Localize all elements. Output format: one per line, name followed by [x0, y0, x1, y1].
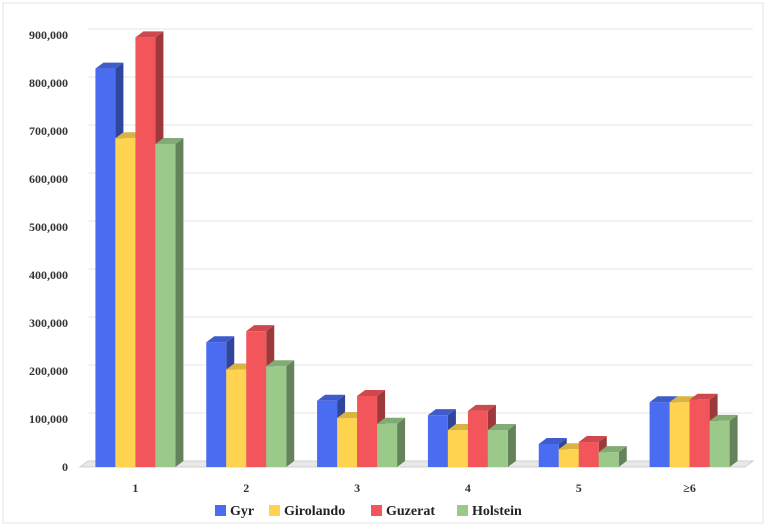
bar-front — [598, 452, 619, 467]
bar-top — [155, 137, 184, 144]
legend-swatch — [215, 505, 226, 516]
bar-front — [447, 430, 468, 467]
bar-front — [649, 402, 670, 467]
y-axis-ticks: 0 100,000 200,000 300,000 400,000 500,000 600,… — [29, 28, 68, 474]
bar-top — [357, 389, 386, 396]
x-tick-label: ≥6 — [683, 481, 696, 495]
y-tick-label: 700,000 — [29, 124, 68, 138]
bar — [487, 424, 516, 467]
legend-item: Guzerat — [371, 504, 435, 519]
bar-front — [206, 342, 227, 467]
bar-front — [377, 423, 398, 467]
x-axis-ticks: 1 2 3 4 5 ≥6 — [132, 481, 695, 495]
bar-top — [689, 393, 718, 400]
bar-top — [467, 404, 496, 411]
x-tick-label: 1 — [132, 481, 138, 495]
bar-top — [578, 436, 607, 443]
bar-front — [558, 449, 579, 467]
bar — [155, 137, 184, 467]
bar-front — [246, 331, 267, 467]
bar-front — [337, 418, 358, 467]
bar-top — [206, 336, 235, 343]
bar-front — [266, 366, 287, 467]
legend-swatch — [269, 505, 280, 516]
bar-top — [95, 62, 124, 69]
y-tick-label: 800,000 — [29, 76, 68, 90]
bar-front — [578, 442, 599, 467]
bar-top — [538, 437, 567, 444]
legend-label: Guzerat — [386, 504, 435, 519]
y-tick-label: 0 — [62, 460, 68, 474]
legend-item: Girolando — [269, 504, 345, 519]
gridlines — [88, 28, 753, 414]
legend-item: Holstein — [457, 504, 522, 519]
x-tick-label: 5 — [576, 481, 582, 495]
bar-side — [175, 137, 184, 467]
bar-top — [135, 31, 164, 38]
legend-item: Gyr — [215, 504, 254, 519]
bar-front — [226, 369, 247, 467]
bar-front — [487, 430, 508, 467]
bar — [266, 360, 295, 467]
bar-top — [649, 396, 678, 403]
bar-top — [709, 414, 738, 421]
bars — [95, 31, 738, 468]
bar-front — [115, 138, 136, 467]
y-tick-label: 100,000 — [29, 412, 68, 426]
bar-front — [689, 399, 710, 467]
bar-front — [669, 402, 690, 467]
bar-front — [467, 410, 488, 467]
bar-top — [487, 424, 516, 431]
bar-front — [427, 415, 448, 467]
legend-swatch — [371, 505, 382, 516]
bar-side — [618, 446, 627, 467]
y-tick-label: 300,000 — [29, 316, 68, 330]
bar-front — [709, 420, 730, 467]
bar-front — [357, 395, 378, 467]
bar-top — [317, 394, 346, 401]
bar-front — [317, 400, 338, 467]
bar-front — [155, 143, 176, 467]
legend-label: Gyr — [230, 504, 254, 519]
bar-side — [397, 417, 406, 467]
legend-swatch — [457, 505, 468, 516]
y-tick-label: 600,000 — [29, 172, 68, 186]
bar-front — [538, 443, 559, 467]
y-tick-label: 400,000 — [29, 268, 68, 282]
bar-side — [286, 360, 295, 467]
bar-side — [729, 414, 738, 467]
bar-front — [95, 68, 116, 467]
x-tick-label: 4 — [465, 481, 471, 495]
bar-top — [377, 417, 406, 424]
bar-top — [246, 325, 275, 332]
y-tick-label: 500,000 — [29, 220, 68, 234]
bar — [598, 446, 627, 467]
y-tick-label: 200,000 — [29, 364, 68, 378]
x-tick-label: 3 — [354, 481, 360, 495]
legend-label: Holstein — [472, 504, 522, 519]
legend-label: Girolando — [284, 504, 345, 519]
y-tick-label: 900,000 — [29, 28, 68, 42]
bar-top — [266, 360, 295, 367]
bar-top — [598, 446, 627, 453]
bar — [709, 414, 738, 467]
bar-top — [427, 409, 456, 416]
bar — [377, 417, 406, 467]
bar-side — [507, 424, 516, 467]
bar-front — [135, 37, 156, 468]
x-tick-label: 2 — [243, 481, 249, 495]
legend: Gyr Girolando Guzerat Holstein — [215, 504, 522, 519]
